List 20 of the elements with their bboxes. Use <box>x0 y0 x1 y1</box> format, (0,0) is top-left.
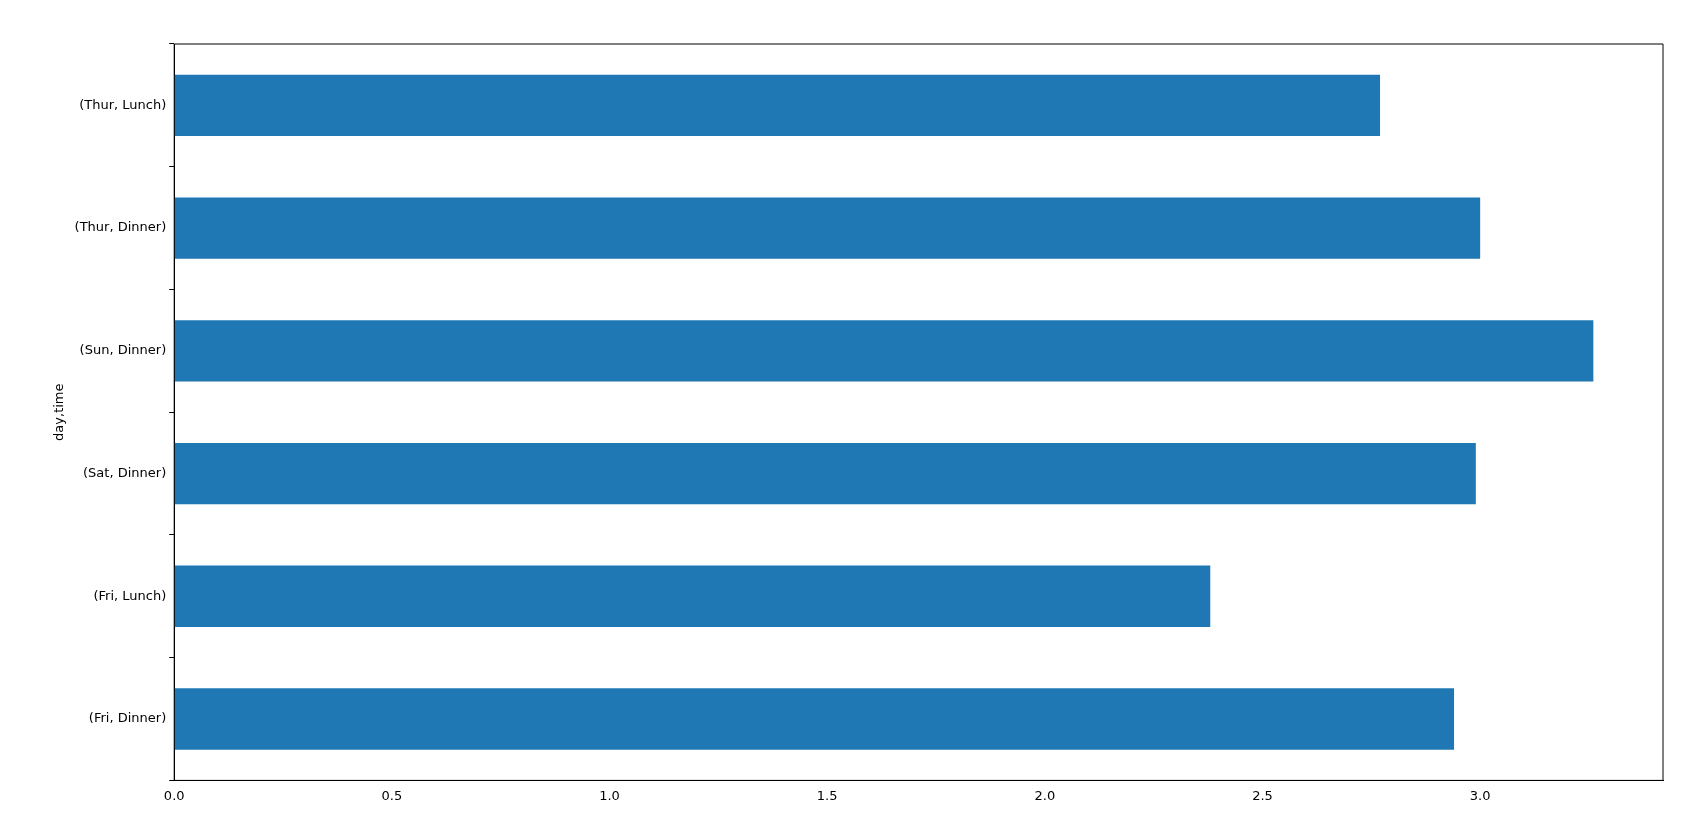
x-tick-label: 2.0 <box>1034 787 1056 803</box>
x-tick-label: 0.5 <box>381 787 403 803</box>
x-tick-label: 0.0 <box>163 787 185 803</box>
bar <box>174 197 1481 259</box>
bar <box>174 688 1455 750</box>
y-tick-label: (Fri, Dinner) <box>88 710 167 726</box>
bar <box>174 565 1211 627</box>
y-tick-label: (Thur, Lunch) <box>79 96 167 112</box>
y-tick-label: (Thur, Dinner) <box>74 219 167 235</box>
x-tick-label: 1.0 <box>599 787 620 803</box>
y-axis-title: day,time <box>51 383 67 441</box>
bar <box>174 442 1476 505</box>
y-tick-label: (Sun, Dinner) <box>79 342 167 358</box>
x-tick-label: 3.0 <box>1469 787 1491 803</box>
x-tick-label: 2.5 <box>1252 787 1273 803</box>
y-tick-label: (Fri, Lunch) <box>93 587 167 603</box>
x-tick-label: 1.5 <box>816 787 838 803</box>
y-tick-label: (Sat, Dinner) <box>83 464 167 480</box>
bar <box>174 320 1594 382</box>
bar <box>174 74 1381 137</box>
